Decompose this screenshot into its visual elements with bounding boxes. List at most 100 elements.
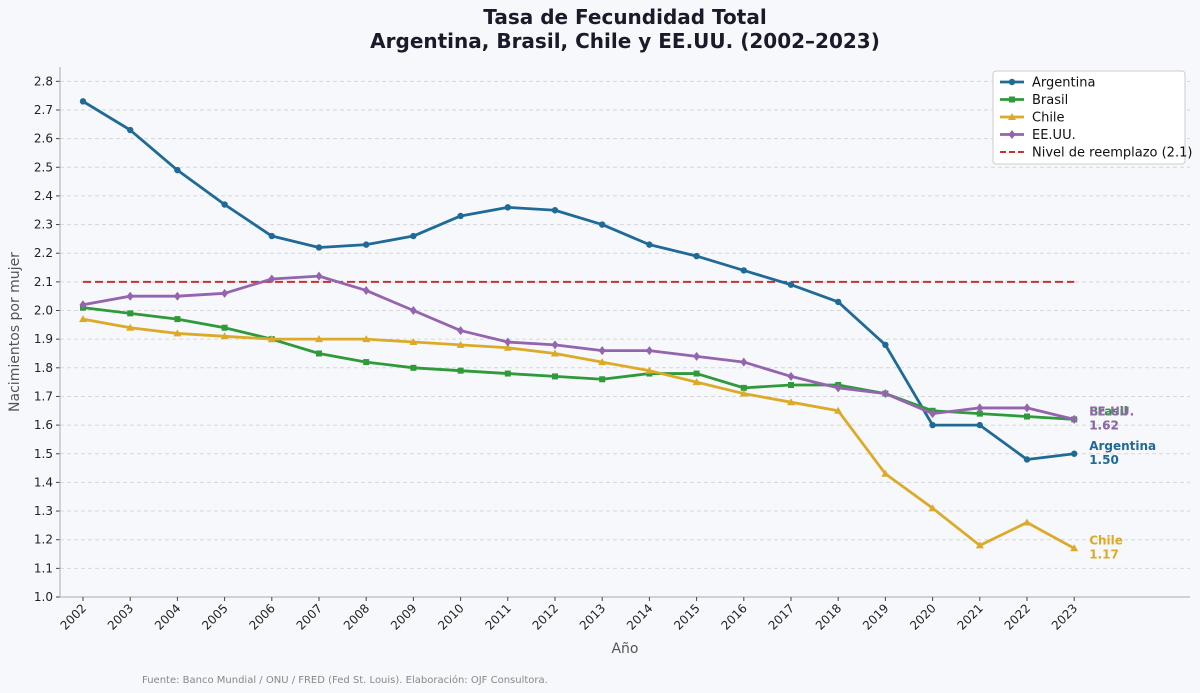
data-point-ee-uu [740, 357, 748, 367]
data-point-argentina [976, 421, 983, 429]
data-point-ee-uu [1023, 403, 1031, 413]
data-point-argentina [1071, 450, 1078, 457]
y-tick-label: 1.8 [34, 361, 53, 375]
data-point-ee-uu [221, 288, 229, 298]
legend-item-brasil: Brasil [1000, 93, 1068, 108]
data-point-chile [1070, 544, 1079, 552]
legend-swatch-marker [1008, 78, 1016, 86]
x-tick-label: 2018 [813, 601, 844, 632]
y-tick-label: 1.2 [34, 533, 53, 547]
y-axis-label: Nacimientos por mujer [7, 252, 23, 412]
data-point-chile [362, 335, 371, 343]
y-tick-label: 2.8 [34, 74, 53, 88]
end-label-name-chile: Chile [1089, 533, 1123, 547]
data-point-ee-uu [315, 271, 323, 281]
data-point-chile [787, 398, 795, 406]
data-point-argentina [882, 341, 889, 349]
data-point-chile [173, 329, 182, 337]
data-point-chile [79, 315, 87, 323]
legend-label: Argentina [1032, 76, 1095, 91]
data-point-chile [739, 389, 748, 397]
series-argentina [79, 98, 1078, 463]
x-tick-label: 2019 [860, 601, 891, 632]
data-point-ee-uu [409, 306, 417, 316]
y-tick-label: 1.5 [34, 447, 53, 461]
data-point-argentina [693, 252, 700, 260]
legend-swatch-marker [1008, 113, 1016, 120]
x-tick-label: 2012 [530, 601, 561, 632]
y-tick-label: 2.2 [34, 246, 53, 260]
data-point-ee-uu [1070, 414, 1078, 424]
data-point-ee-uu [362, 285, 370, 295]
end-label-name-brasil: Brasil [1089, 404, 1128, 418]
end-label-value-brasil: 1.62 [1089, 418, 1119, 432]
data-point-chile [220, 332, 229, 340]
x-axis-label: Año [611, 641, 638, 657]
data-point-ee-uu [268, 274, 276, 284]
data-point-argentina [363, 241, 370, 248]
legend-item-argentina: Argentina [1000, 76, 1095, 91]
y-tick-label: 2.3 [34, 218, 53, 232]
x-tick-label: 2011 [482, 601, 513, 632]
x-tick-label: 2017 [766, 601, 797, 632]
data-point-argentina [929, 421, 936, 429]
data-point-ee-uu [976, 403, 984, 413]
data-point-argentina [646, 241, 653, 248]
series-line-ee-uu [81, 274, 1076, 421]
y-tick-label: 1.4 [34, 475, 53, 489]
data-point-ee-uu [881, 389, 889, 399]
data-point-ee-uu [598, 346, 606, 356]
data-point-ee-uu [126, 291, 134, 301]
chart-title-line1: Tasa de Fecundidad Total [483, 5, 766, 29]
end-label-name-argentina: Argentina [1089, 439, 1156, 453]
data-point-chile [881, 469, 890, 477]
end-label-name-ee-uu: EE.UU. [1089, 404, 1134, 418]
data-point-argentina [551, 207, 559, 214]
y-tick-label: 1.9 [34, 332, 53, 346]
y-tick-label: 1.3 [34, 504, 53, 518]
y-tick-label: 2.0 [34, 304, 53, 318]
data-point-argentina [599, 221, 606, 228]
x-tick-label: 2013 [577, 601, 608, 632]
data-point-argentina [787, 281, 795, 288]
data-point-chile [267, 335, 276, 343]
y-tick-label: 2.1 [34, 275, 53, 289]
x-tick-label: 2021 [954, 601, 985, 632]
data-point-brasil [693, 370, 700, 377]
x-tick-label: 2023 [1049, 601, 1080, 632]
x-tick-label: 2020 [907, 601, 938, 632]
legend-items: Argentina Brasil Chile EE.UU. Nivel de reemp… [1000, 76, 1192, 161]
x-tick-label: 2006 [246, 601, 277, 632]
legend-label: Chile [1032, 111, 1065, 126]
data-point-ee-uu [645, 346, 653, 356]
data-point-ee-uu [457, 326, 465, 336]
data-point-brasil [976, 410, 983, 417]
data-point-chile [456, 340, 465, 348]
legend: Argentina Brasil Chile EE.UU. Nivel de reemp… [992, 70, 1192, 165]
legend-label: Nivel de reemplazo (2.1) [1032, 146, 1192, 161]
x-tick-label: 2007 [294, 601, 325, 632]
data-point-ee-uu [173, 291, 181, 301]
data-point-argentina [127, 126, 134, 134]
data-point-ee-uu [787, 371, 795, 381]
x-tick-label: 2005 [199, 601, 230, 632]
data-point-chile [1023, 518, 1031, 526]
data-point-chile [551, 349, 559, 357]
data-point-brasil [457, 367, 464, 374]
data-point-brasil [127, 310, 134, 317]
end-label-layer: Argentina1.50Brasil1.62Chile1.17EE.UU.1.… [1089, 404, 1156, 561]
y-tick-label: 2.6 [34, 132, 53, 146]
x-tick-label: 2009 [388, 601, 419, 632]
y-tick-label: 1.6 [34, 418, 53, 432]
y-tick-label: 1.0 [34, 590, 53, 604]
series-line-chile [81, 317, 1076, 550]
data-point-brasil [410, 364, 417, 371]
x-tick-label: 2002 [58, 601, 89, 632]
data-point-argentina [315, 244, 323, 251]
data-point-ee-uu [504, 337, 512, 347]
data-point-brasil [363, 359, 370, 366]
y-tick-label: 2.5 [34, 160, 53, 174]
data-point-argentina [268, 232, 275, 240]
data-point-ee-uu [834, 383, 842, 393]
